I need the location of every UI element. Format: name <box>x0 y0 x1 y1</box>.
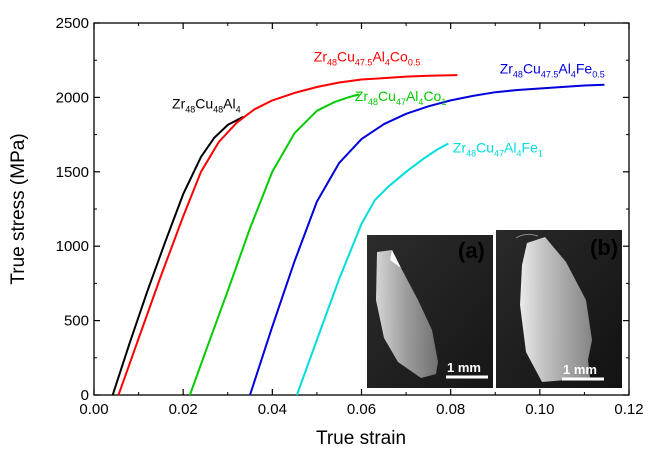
series-label-3: Zr48Cu47Al4Co1 <box>355 88 447 107</box>
y-tick-label: 1500 <box>56 164 89 181</box>
x-tick-label: 0.08 <box>436 401 465 418</box>
y-tick-label: 1000 <box>56 238 89 255</box>
y-tick-label: 2500 <box>56 15 89 32</box>
series-lines <box>111 74 605 396</box>
series-line-5 <box>295 142 449 396</box>
inset-micrograph-a: (a) 1 mm <box>367 235 493 388</box>
series-line-1 <box>111 115 244 396</box>
series-labels: Zr48Cu48Al4 Zr48Cu47.5Al4Co0.5 Zr48Cu47Al4… <box>172 49 605 159</box>
inset-b-scale-label: 1 mm <box>563 362 597 377</box>
inset-a-tag: (a) <box>458 238 485 263</box>
series-line-3 <box>188 93 360 396</box>
x-tick-label: 0.00 <box>79 401 108 418</box>
x-tick-label: 0.12 <box>614 401 643 418</box>
axis-tick-labels: 0.00 0.02 0.04 0.06 0.08 0.10 0.12 0 500 1000 1500… <box>56 15 644 418</box>
series-label-1: Zr48Cu48Al4 <box>172 96 241 115</box>
inset-b-tag: (b) <box>590 235 618 260</box>
series-label-2: Zr48Cu47.5Al4Co0.5 <box>314 49 421 68</box>
axis-ticks <box>93 22 630 396</box>
x-tick-label: 0.10 <box>525 401 554 418</box>
y-axis-title: True stress (MPa) <box>8 133 29 284</box>
series-label-4: Zr48Cu47.5Al4Fe0.5 <box>500 61 605 80</box>
x-tick-label: 0.02 <box>169 401 198 418</box>
x-tick-label: 0.06 <box>347 401 376 418</box>
series-line-4 <box>249 83 605 396</box>
inset-a-scale-label: 1 mm <box>447 360 481 375</box>
inset-micrograph-b: (b) 1 mm <box>496 230 622 388</box>
y-tick-label: 0 <box>81 387 89 404</box>
series-line-2 <box>117 74 458 396</box>
series-label-5: Zr48Cu47Al4Fe1 <box>453 139 543 158</box>
y-tick-label: 2000 <box>56 89 89 106</box>
x-axis-title: True strain <box>316 428 406 449</box>
x-tick-label: 0.04 <box>258 401 287 418</box>
y-tick-label: 500 <box>64 313 89 330</box>
